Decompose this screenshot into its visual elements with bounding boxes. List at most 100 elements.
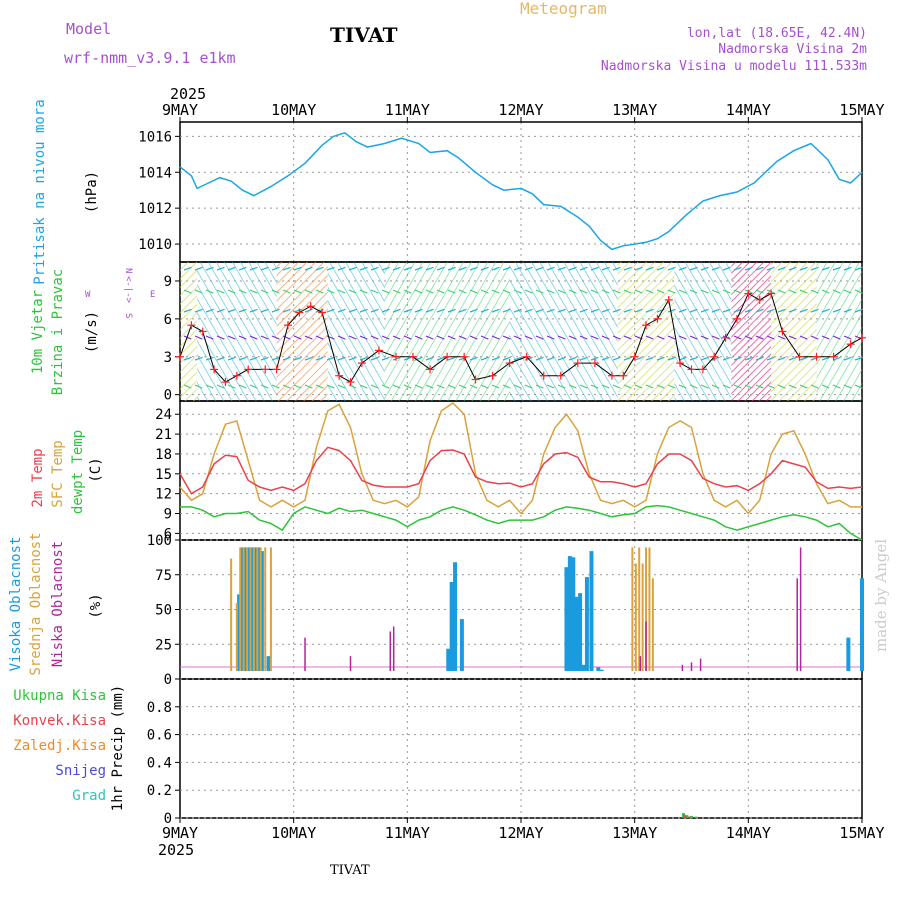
wind-arrow [722,308,731,313]
cloud-bar [235,603,238,671]
wind-arrow [854,308,863,313]
wind-arrow [601,384,610,389]
panel-frame-pressure [179,121,863,263]
wind-arrow [546,335,555,340]
wind-arrow [821,289,830,294]
time-label-bottom: 13MAY [612,824,657,842]
wind-arrow [656,266,665,271]
cloud-bar [253,547,258,671]
wind-arrow [645,356,654,361]
wind-arrow [425,266,434,271]
wind-arrow [535,266,544,271]
wind-arrow [359,356,368,361]
wind-arrow [832,289,841,294]
cloud-bar [581,664,586,671]
wind-arrow [304,384,313,389]
wind-arrow [678,289,687,294]
temp-ylabel-unit: (C) [88,457,104,482]
pressure-line [179,131,863,251]
watermark: made by Angel [872,539,890,652]
wind-arrow [744,335,753,340]
wind-arrow [403,289,412,294]
time-label-bottom: 12MAY [498,824,543,842]
wind-arrow [535,308,544,313]
compass-n: N [123,268,133,273]
cloud-bar [252,547,255,671]
y-tick-label: 75 [155,568,172,584]
wind-arrow [359,335,368,340]
wind-arrow [711,335,720,340]
wind-arrow [183,335,192,340]
cloud-bar [638,547,641,671]
wind-arrow [271,335,280,340]
wind-arrow [227,335,236,340]
wind-arrow [832,266,841,271]
y-tick-label: 21 [155,427,172,443]
wind-arrow [601,308,610,313]
wind-arrow [392,308,401,313]
wind-arrow [216,308,225,313]
wind-arrow [733,289,742,294]
wind-arrow [480,289,489,294]
wind-arrow [733,356,742,361]
wind-arrow [689,356,698,361]
wind-arrow [260,266,269,271]
cloud-bar [651,578,654,671]
wind-arrow [359,289,368,294]
wind-arrow [491,308,500,313]
wind-arrow [227,384,236,389]
wind-arrow [425,335,434,340]
wind-arrow [568,308,577,313]
wind-arrow [348,308,357,313]
wind-arrow [832,356,841,361]
wind-arrow [678,384,687,389]
wind-arrow [414,266,423,271]
time-axis-top: 9MAY 10MAY 11MAY 12MAY 13MAY 14MAY 15MAY [162,101,885,122]
y-tick-label: 0 [164,811,172,827]
panel-frames [179,121,863,819]
pressure-panel: Pritisak na nivou mora (hPa) 10101012101… [32,99,863,285]
lonlat-label: lon,lat (18.65E, 42.4N) [687,26,867,41]
wind-arrow [469,384,478,389]
wind-arrow [414,308,423,313]
wind-arrow [304,335,313,340]
wind-arrow [194,384,203,389]
wind-arrow [304,289,313,294]
wind-arrow [689,335,698,340]
wind-arrow [733,384,742,389]
wind-arrow [205,266,214,271]
wind-arrow [623,384,632,389]
wind-arrow [524,335,533,340]
y-tick-label: 6 [164,312,172,328]
time-label-bottom: 11MAY [385,824,430,842]
cloud-bar [389,631,392,671]
wind-arrow [755,356,764,361]
wind-arrow [249,384,258,389]
station-title: TIVAT [330,23,398,47]
sfc-temp-line [179,402,862,515]
wind-arrow [249,289,258,294]
wind-arrow [766,356,775,361]
cloud-bar [243,547,248,671]
wind-arrow [227,308,236,313]
wind-arrow [733,335,742,340]
y-tick-label: 1012 [138,201,172,217]
wind-arrow [546,308,555,313]
compass-w: W [85,290,91,300]
wind-arrow [194,356,203,361]
year-bottom: 2025 [158,841,194,859]
wind-arrow [513,266,522,271]
wind-arrow [645,308,654,313]
wind-hatch-segment [509,262,618,401]
wind-arrow [590,384,599,389]
wind-arrow [645,289,654,294]
wind-hatch-segment [617,262,675,401]
precip-legend-total: Ukupna Kisa [13,688,106,704]
wind-arrow [469,289,478,294]
wind-arrow [491,289,500,294]
wind-arrow [469,335,478,340]
wind-arrow [832,308,841,313]
time-label-top: 11MAY [385,101,430,119]
wind-arrow [227,289,236,294]
wind-arrow [480,308,489,313]
